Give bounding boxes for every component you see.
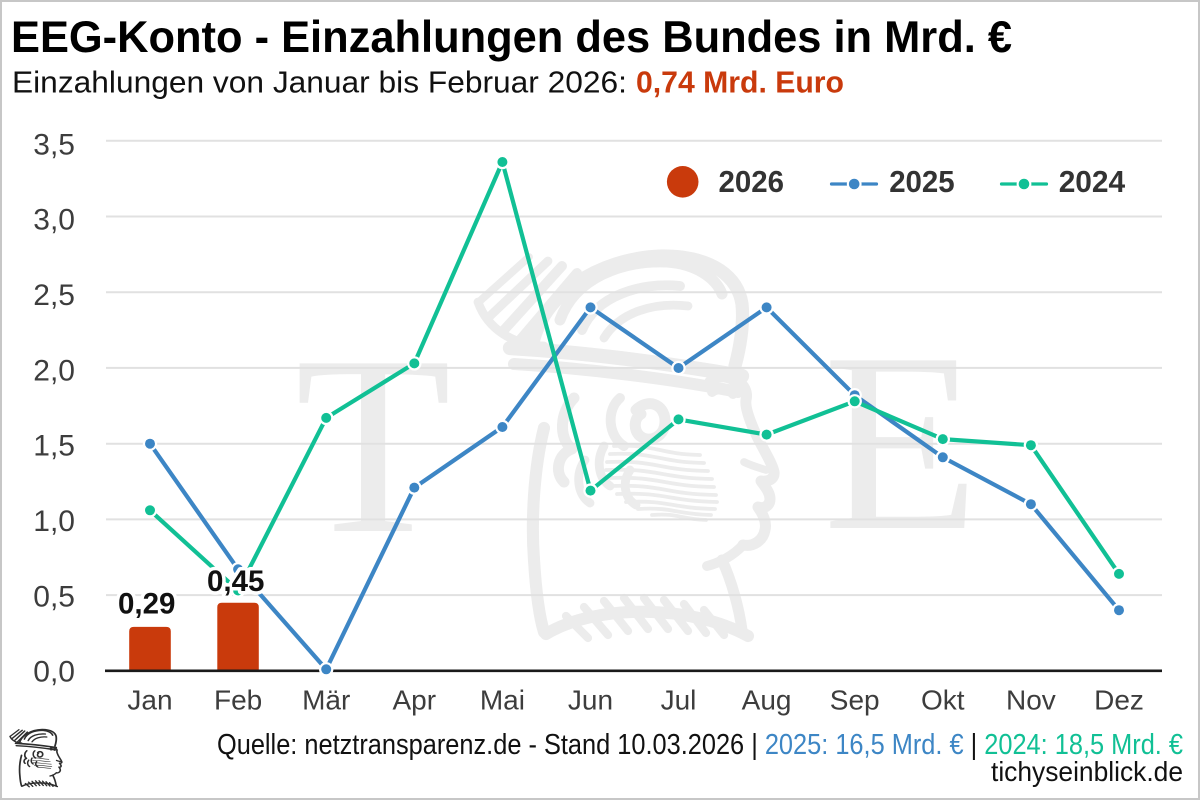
- svg-text:Quelle: netztransparenz.de - S: Quelle: netztransparenz.de - Stand 10.03…: [217, 729, 1183, 761]
- svg-text:2025: 2025: [889, 164, 955, 199]
- svg-text:0,29: 0,29: [118, 588, 175, 621]
- svg-text:3,5: 3,5: [33, 128, 75, 161]
- svg-text:2,0: 2,0: [33, 354, 75, 387]
- svg-text:T: T: [295, 304, 451, 587]
- svg-text:Okt: Okt: [921, 684, 965, 715]
- svg-text:1,0: 1,0: [33, 505, 75, 538]
- svg-text:Apr: Apr: [393, 684, 437, 715]
- svg-text:0,0: 0,0: [33, 656, 75, 689]
- svg-text:EEG-Konto - Einzahlungen des B: EEG-Konto - Einzahlungen des Bundes in M…: [11, 13, 1012, 62]
- svg-text:Jun: Jun: [568, 684, 613, 715]
- svg-text:3,0: 3,0: [33, 204, 75, 237]
- svg-text:Jul: Jul: [661, 684, 697, 715]
- svg-text:Jan: Jan: [127, 684, 172, 715]
- svg-text:0,5: 0,5: [33, 580, 75, 613]
- svg-text:Mai: Mai: [480, 684, 525, 715]
- svg-text:2026: 2026: [719, 164, 785, 199]
- svg-text:Sep: Sep: [830, 684, 880, 715]
- svg-text:Mär: Mär: [302, 684, 350, 715]
- svg-text:Feb: Feb: [214, 684, 262, 715]
- svg-text:tichyseinblick.de: tichyseinblick.de: [991, 756, 1183, 787]
- svg-text:0,45: 0,45: [207, 565, 264, 598]
- svg-text:2024: 2024: [1059, 164, 1126, 199]
- svg-text:Aug: Aug: [742, 684, 792, 715]
- svg-text:Einzahlungen von Januar bis Fe: Einzahlungen von Januar bis Februar 2026…: [12, 65, 627, 99]
- svg-text:2,5: 2,5: [33, 279, 75, 312]
- svg-text:E: E: [823, 301, 979, 584]
- svg-text:Dez: Dez: [1094, 684, 1144, 715]
- svg-text:1,5: 1,5: [33, 430, 75, 463]
- svg-text:Nov: Nov: [1006, 684, 1056, 715]
- svg-text:0,74 Mrd. Euro: 0,74 Mrd. Euro: [636, 65, 844, 99]
